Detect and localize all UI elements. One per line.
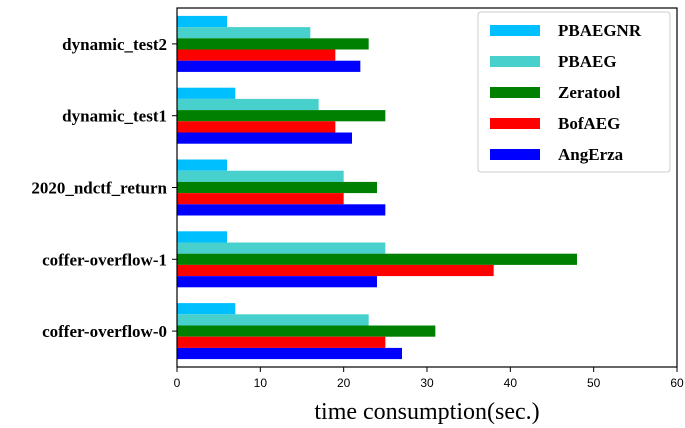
bar-bofaeg-coffer-overflow-0 — [177, 336, 386, 348]
y-tick-label: dynamic_test1 — [62, 107, 167, 126]
bar-angerza-coffer-overflow-1 — [177, 276, 377, 288]
legend-label-pbaeg: PBAEG — [558, 52, 617, 71]
legend-swatch-pbaeg — [490, 56, 540, 67]
x-tick-label: 30 — [420, 376, 434, 390]
legend-label-pbaegnr: PBAEGNR — [558, 21, 642, 40]
legend-label-bofaeg: BofAEG — [558, 114, 620, 133]
legend-swatch-zeratool — [490, 87, 540, 98]
y-axis: coffer-overflow-0 coffer-overflow-1 2020_n… — [31, 35, 177, 341]
bar-zeratool-dynamic-test1 — [177, 110, 386, 122]
bar-pbaeg-coffer-overflow-0 — [177, 314, 369, 326]
bar-pbaegnr-dynamic-test1 — [177, 87, 236, 99]
bar-angerza-coffer-overflow-0 — [177, 347, 402, 360]
x-tick-label: 10 — [254, 376, 268, 390]
bar-pbaegnr-dynamic-test2 — [177, 15, 227, 28]
y-tick-label: coffer-overflow-1 — [42, 250, 167, 269]
bar-pbaegnr-2020-ndctf-return — [177, 159, 227, 171]
bar-pbaeg-2020-ndctf-return — [177, 170, 344, 182]
y-tick-label: 2020_ndctf_return — [31, 179, 167, 198]
legend: PBAEGNR PBAEG Zeratool BofAEG AngErza — [477, 11, 671, 173]
x-tick-label: 40 — [504, 376, 518, 390]
legend-swatch-angerza — [490, 149, 540, 160]
bar-pbaeg-coffer-overflow-1 — [177, 242, 386, 254]
x-axis-label: time consumption(sec.) — [314, 399, 539, 425]
bar-angerza-dynamic-test1 — [177, 132, 352, 144]
bar-bofaeg-dynamic-test2 — [177, 49, 336, 61]
y-tick-label: coffer-overflow-0 — [42, 322, 167, 341]
bars-layer — [177, 15, 577, 360]
bar-pbaeg-dynamic-test2 — [177, 27, 311, 39]
y-tick-label: dynamic_test2 — [62, 35, 167, 54]
bar-zeratool-coffer-overflow-0 — [177, 325, 436, 337]
bar-bofaeg-dynamic-test1 — [177, 121, 336, 133]
legend-box — [477, 11, 671, 173]
x-axis: 0 10 20 30 40 50 60 — [174, 367, 684, 390]
x-tick-label: 0 — [174, 376, 181, 390]
bar-zeratool-2020-ndctf-return — [177, 181, 377, 194]
legend-swatch-pbaegnr — [490, 25, 540, 36]
bar-angerza-2020-ndctf-return — [177, 204, 386, 216]
x-tick-label: 60 — [670, 376, 684, 390]
x-tick-label: 50 — [587, 376, 601, 390]
bar-bofaeg-coffer-overflow-1 — [177, 264, 494, 277]
legend-swatch-bofaeg — [490, 118, 540, 129]
bar-angerza-dynamic-test2 — [177, 60, 361, 72]
legend-label-angerza: AngErza — [558, 145, 624, 164]
bar-pbaeg-dynamic-test1 — [177, 98, 319, 111]
bar-zeratool-dynamic-test2 — [177, 38, 369, 50]
bar-pbaegnr-coffer-overflow-0 — [177, 303, 236, 315]
x-tick-label: 20 — [337, 376, 351, 390]
bar-pbaegnr-coffer-overflow-1 — [177, 231, 227, 243]
bar-bofaeg-2020-ndctf-return — [177, 193, 344, 205]
bar-zeratool-coffer-overflow-1 — [177, 253, 577, 265]
legend-label-zeratool: Zeratool — [558, 83, 621, 102]
